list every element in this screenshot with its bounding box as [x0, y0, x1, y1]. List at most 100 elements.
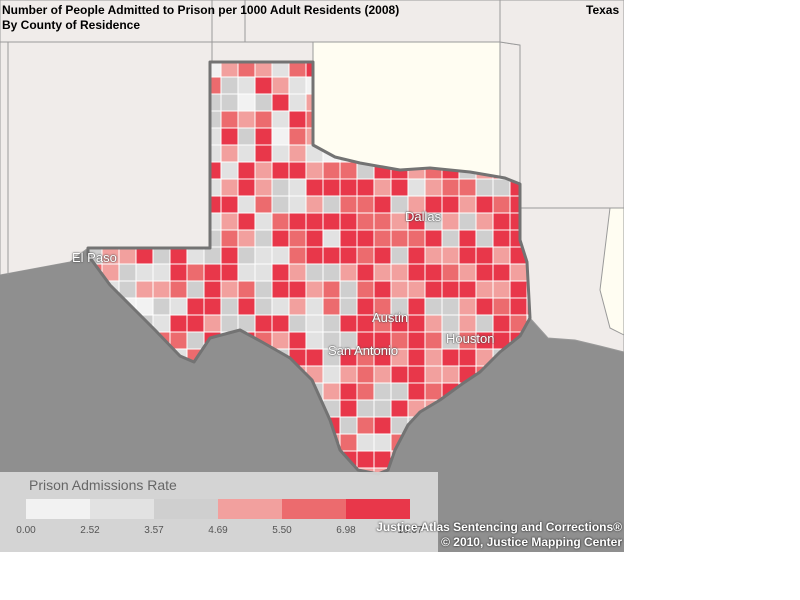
county-cell[interactable]: [407, 331, 426, 350]
county-cell[interactable]: [220, 127, 239, 146]
county-cell[interactable]: [220, 93, 239, 112]
county-cell[interactable]: [407, 246, 426, 265]
county-cell[interactable]: [492, 178, 511, 197]
county-cell[interactable]: [203, 297, 222, 316]
county-cell[interactable]: [322, 246, 341, 265]
county-cell[interactable]: [271, 263, 290, 282]
county-cell[interactable]: [305, 212, 324, 231]
county-cell[interactable]: [271, 178, 290, 197]
county-cell[interactable]: [254, 263, 273, 282]
county-cell[interactable]: [305, 178, 324, 197]
county-cell[interactable]: [237, 263, 256, 282]
county-cell[interactable]: [288, 331, 307, 350]
county-cell[interactable]: [288, 246, 307, 265]
county-cell[interactable]: [339, 246, 358, 265]
county-cell[interactable]: [475, 263, 494, 282]
county-cell[interactable]: [322, 263, 341, 282]
county-cell[interactable]: [424, 365, 443, 384]
county-cell[interactable]: [271, 110, 290, 129]
county-cell[interactable]: [424, 331, 443, 350]
county-cell[interactable]: [254, 178, 273, 197]
county-cell[interactable]: [373, 178, 392, 197]
county-cell[interactable]: [441, 297, 460, 316]
county-cell[interactable]: [254, 93, 273, 112]
county-cell[interactable]: [135, 246, 154, 265]
county-cell[interactable]: [390, 178, 409, 197]
county-cell[interactable]: [458, 297, 477, 316]
county-cell[interactable]: [254, 127, 273, 146]
county-cell[interactable]: [322, 297, 341, 316]
county-cell[interactable]: [288, 76, 307, 95]
county-cell[interactable]: [356, 263, 375, 282]
county-cell[interactable]: [407, 365, 426, 384]
county-cell[interactable]: [237, 297, 256, 316]
county-cell[interactable]: [356, 416, 375, 435]
county-cell[interactable]: [390, 382, 409, 401]
county-cell[interactable]: [390, 365, 409, 384]
county-cell[interactable]: [373, 280, 392, 299]
county-cell[interactable]: [288, 314, 307, 333]
county-cell[interactable]: [237, 246, 256, 265]
county-cell[interactable]: [424, 178, 443, 197]
county-cell[interactable]: [339, 433, 358, 452]
county-cell[interactable]: [441, 365, 460, 384]
county-cell[interactable]: [220, 178, 239, 197]
county-cell[interactable]: [407, 382, 426, 401]
county-cell[interactable]: [288, 195, 307, 214]
county-cell[interactable]: [169, 263, 188, 282]
county-cell[interactable]: [356, 382, 375, 401]
county-cell[interactable]: [186, 314, 205, 333]
county-cell[interactable]: [458, 195, 477, 214]
county-cell[interactable]: [373, 212, 392, 231]
county-cell[interactable]: [305, 297, 324, 316]
county-cell[interactable]: [305, 229, 324, 248]
county-cell[interactable]: [441, 280, 460, 299]
county-cell[interactable]: [135, 263, 154, 282]
county-cell[interactable]: [186, 246, 205, 265]
county-cell[interactable]: [254, 76, 273, 95]
county-cell[interactable]: [424, 382, 443, 401]
county-cell[interactable]: [407, 348, 426, 367]
county-cell[interactable]: [339, 365, 358, 384]
county-cell[interactable]: [407, 297, 426, 316]
county-cell[interactable]: [237, 212, 256, 231]
county-cell[interactable]: [475, 297, 494, 316]
county-cell[interactable]: [458, 280, 477, 299]
county-cell[interactable]: [271, 297, 290, 316]
map-area[interactable]: El Paso Dallas Austin San Antonio Housto…: [0, 0, 624, 552]
county-cell[interactable]: [458, 246, 477, 265]
county-cell[interactable]: [373, 365, 392, 384]
county-cell[interactable]: [492, 212, 511, 231]
county-cell[interactable]: [424, 348, 443, 367]
county-cell[interactable]: [288, 127, 307, 146]
county-cell[interactable]: [271, 76, 290, 95]
county-cell[interactable]: [356, 246, 375, 265]
county-cell[interactable]: [475, 280, 494, 299]
county-cell[interactable]: [271, 280, 290, 299]
county-cell[interactable]: [288, 263, 307, 282]
county-cell[interactable]: [118, 246, 137, 265]
county-cell[interactable]: [186, 280, 205, 299]
county-cell[interactable]: [305, 263, 324, 282]
map-canvas[interactable]: [0, 0, 624, 552]
county-cell[interactable]: [339, 314, 358, 333]
county-cell[interactable]: [237, 229, 256, 248]
county-cell[interactable]: [305, 314, 324, 333]
county-cell[interactable]: [322, 314, 341, 333]
county-cell[interactable]: [254, 297, 273, 316]
county-cell[interactable]: [458, 263, 477, 282]
county-cell[interactable]: [492, 229, 511, 248]
county-cell[interactable]: [237, 127, 256, 146]
county-cell[interactable]: [152, 246, 171, 265]
county-cell[interactable]: [441, 348, 460, 367]
county-cell[interactable]: [373, 382, 392, 401]
county-cell[interactable]: [322, 382, 341, 401]
county-cell[interactable]: [458, 178, 477, 197]
county-cell[interactable]: [475, 229, 494, 248]
county-cell[interactable]: [492, 263, 511, 282]
county-cell[interactable]: [220, 297, 239, 316]
county-cell[interactable]: [441, 246, 460, 265]
county-cell[interactable]: [305, 246, 324, 265]
county-cell[interactable]: [271, 93, 290, 112]
county-cell[interactable]: [254, 110, 273, 129]
